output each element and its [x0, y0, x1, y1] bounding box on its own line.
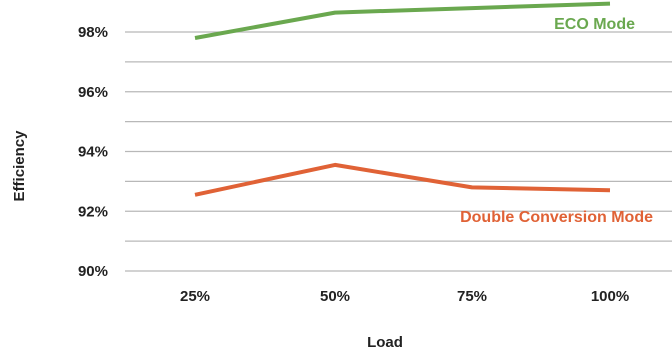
x-tick-labels: 25% 50% 75% 100%: [180, 288, 629, 305]
y-tick-label: 94%: [78, 144, 108, 161]
series-line-1: [194, 162, 611, 197]
y-axis-label: Efficiency: [11, 130, 28, 202]
x-tick-label: 25%: [180, 288, 210, 305]
series-labels: ECO Mode Double Conversion Mode: [460, 16, 653, 226]
gridlines: [125, 31, 672, 272]
y-tick-label: 98%: [78, 24, 108, 41]
x-tick-label: 50%: [320, 288, 350, 305]
series-label-1: Double Conversion Mode: [460, 209, 653, 226]
series-lines: [194, 1, 611, 197]
series-line-0: [194, 1, 611, 40]
y-tick-label: 96%: [78, 84, 108, 101]
x-tick-label: 75%: [457, 288, 487, 305]
y-tick-labels: 90% 92% 94% 96% 98%: [78, 24, 108, 280]
y-tick-label: 92%: [78, 203, 108, 220]
y-tick-label: 90%: [78, 263, 108, 280]
x-tick-label: 100%: [591, 288, 629, 305]
series-label-0: ECO Mode: [554, 16, 635, 33]
x-axis-label: Load: [367, 334, 403, 351]
